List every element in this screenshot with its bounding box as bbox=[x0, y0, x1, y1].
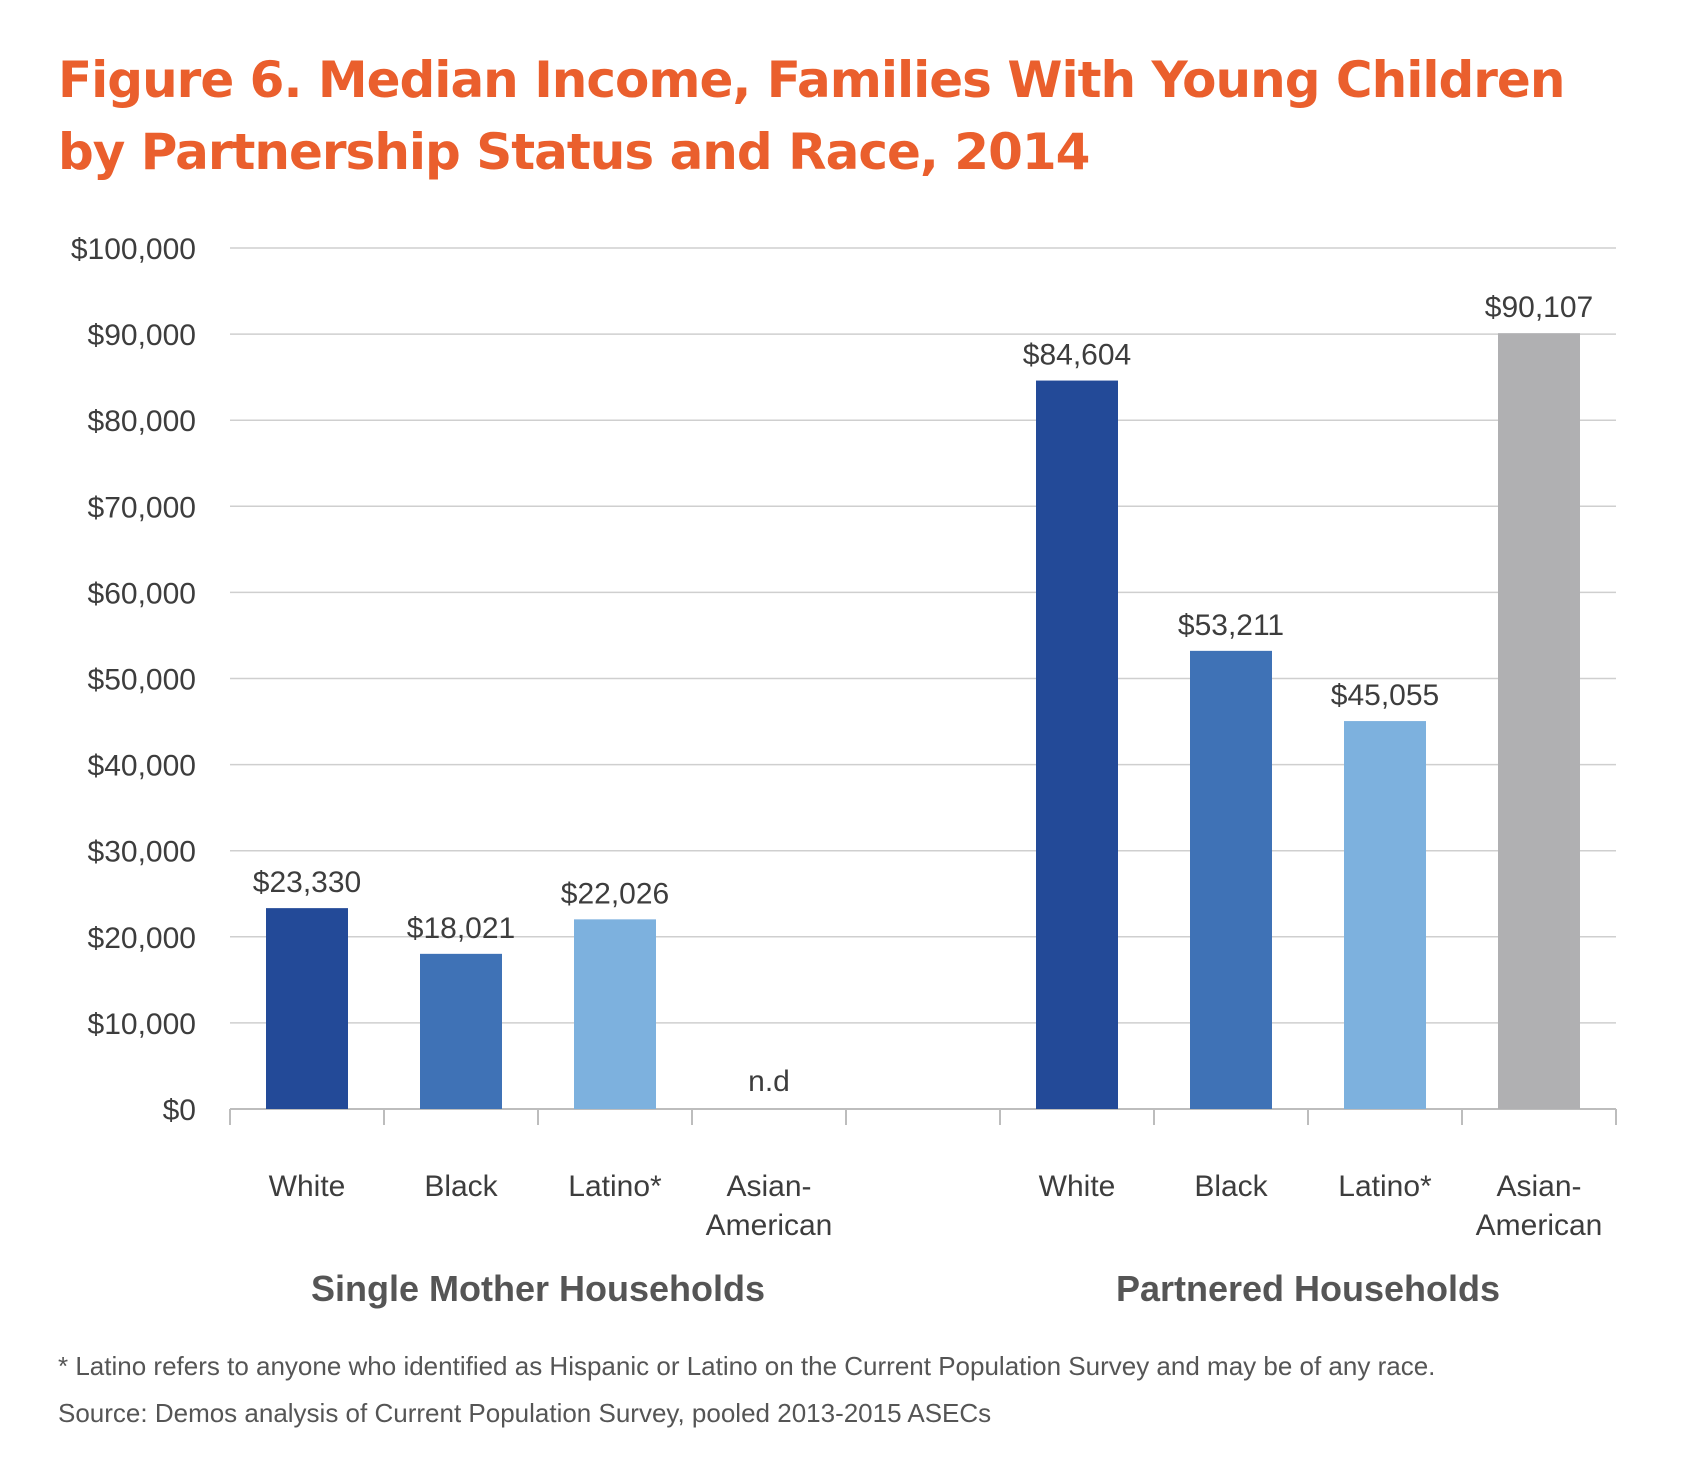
bars bbox=[266, 333, 1580, 1110]
y-tick-label: $70,000 bbox=[88, 491, 196, 524]
no-data-label: n.d bbox=[748, 1065, 790, 1098]
y-tick-label: $60,000 bbox=[88, 577, 196, 610]
category-label: Asian-American bbox=[1476, 1170, 1603, 1242]
value-label: $18,021 bbox=[407, 912, 515, 945]
category-label: Latino* bbox=[1338, 1170, 1432, 1203]
category-label: Latino* bbox=[568, 1170, 662, 1203]
y-tick-label: $30,000 bbox=[88, 836, 196, 869]
source-note: Source: Demos analysis of Current Popula… bbox=[58, 1398, 992, 1428]
value-label: $53,211 bbox=[1178, 609, 1284, 642]
x-axis bbox=[229, 1108, 1617, 1125]
y-tick-label: $0 bbox=[163, 1094, 196, 1127]
value-label: $22,026 bbox=[561, 877, 669, 910]
group-labels: Single Mother Households Partnered Househ… bbox=[311, 1268, 1500, 1309]
y-tick-label: $10,000 bbox=[88, 1008, 196, 1041]
bar bbox=[420, 953, 502, 1109]
group-label: Partnered Households bbox=[1116, 1268, 1500, 1309]
category-label: Asian-American bbox=[706, 1170, 833, 1242]
value-label: $23,330 bbox=[253, 866, 361, 899]
bar bbox=[1036, 380, 1118, 1109]
bar bbox=[266, 908, 348, 1109]
y-tick-label: $40,000 bbox=[88, 750, 196, 783]
y-tick-label: $50,000 bbox=[88, 664, 196, 697]
group-label: Single Mother Households bbox=[311, 1268, 765, 1309]
value-label: $90,107 bbox=[1485, 291, 1593, 324]
bar bbox=[574, 919, 656, 1109]
category-label: Black bbox=[1194, 1170, 1268, 1203]
y-tick-label: $80,000 bbox=[88, 405, 196, 438]
y-tick-label: $20,000 bbox=[88, 922, 196, 955]
bar bbox=[1190, 650, 1272, 1109]
latino-footnote: * Latino refers to anyone who identified… bbox=[58, 1351, 1436, 1381]
value-labels: $23,330 $18,021 $22,026 n.d $84,604 $53,211 $4… bbox=[253, 291, 1593, 1098]
y-tick-label: $90,000 bbox=[88, 319, 196, 352]
value-label: $45,055 bbox=[1331, 679, 1439, 712]
category-label: Black bbox=[424, 1170, 498, 1203]
bar bbox=[1344, 721, 1426, 1109]
bar bbox=[1498, 333, 1580, 1110]
category-labels: White Black Latino* Asian-American White Blac… bbox=[269, 1170, 1603, 1242]
category-label: White bbox=[269, 1170, 346, 1203]
chart-title: Figure 6. Median Income, Families With Y… bbox=[58, 51, 1565, 181]
y-axis-tick-labels: $0 $10,000 $20,000 $30,000 $40,000 $50,000 $60… bbox=[71, 233, 196, 1127]
y-tick-label: $100,000 bbox=[71, 233, 196, 266]
category-label: White bbox=[1039, 1170, 1116, 1203]
value-label: $84,604 bbox=[1023, 339, 1131, 372]
